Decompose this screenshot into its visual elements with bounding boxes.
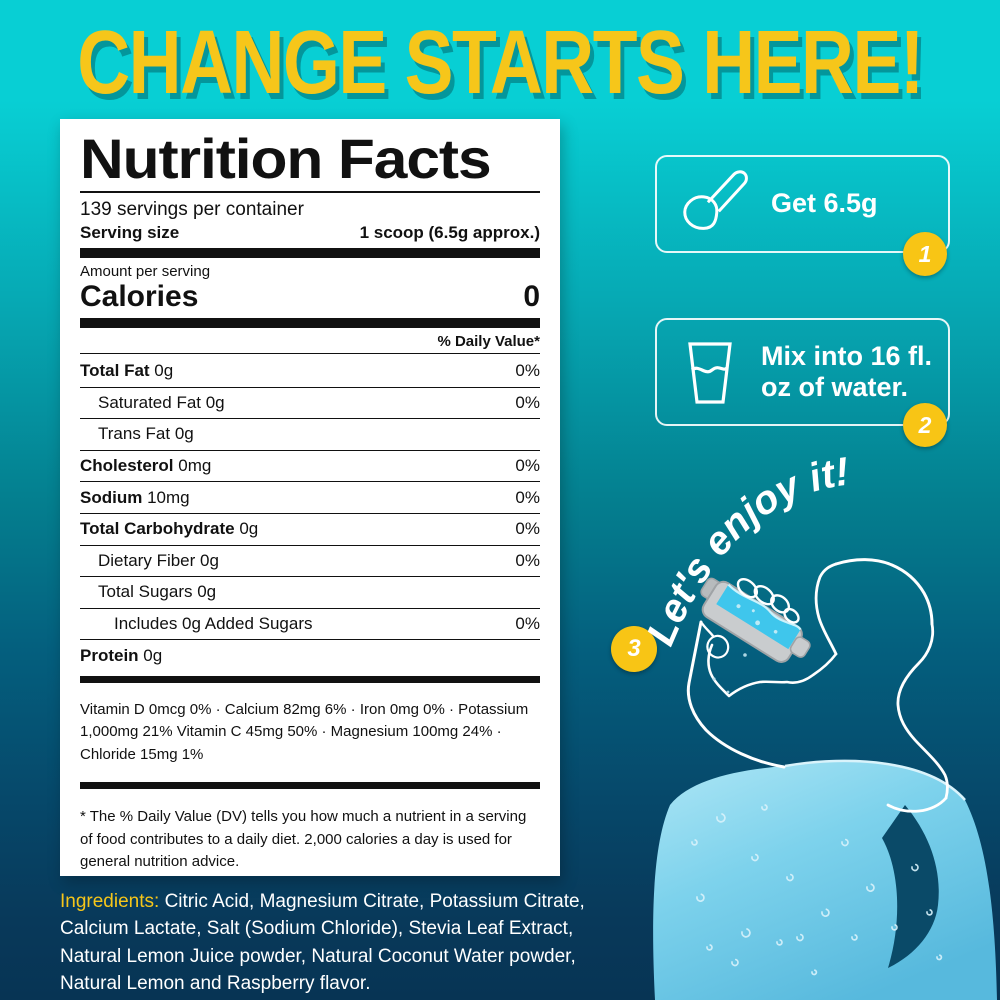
svg-text:Let's enjoy it!: Let's enjoy it!: [639, 450, 852, 652]
